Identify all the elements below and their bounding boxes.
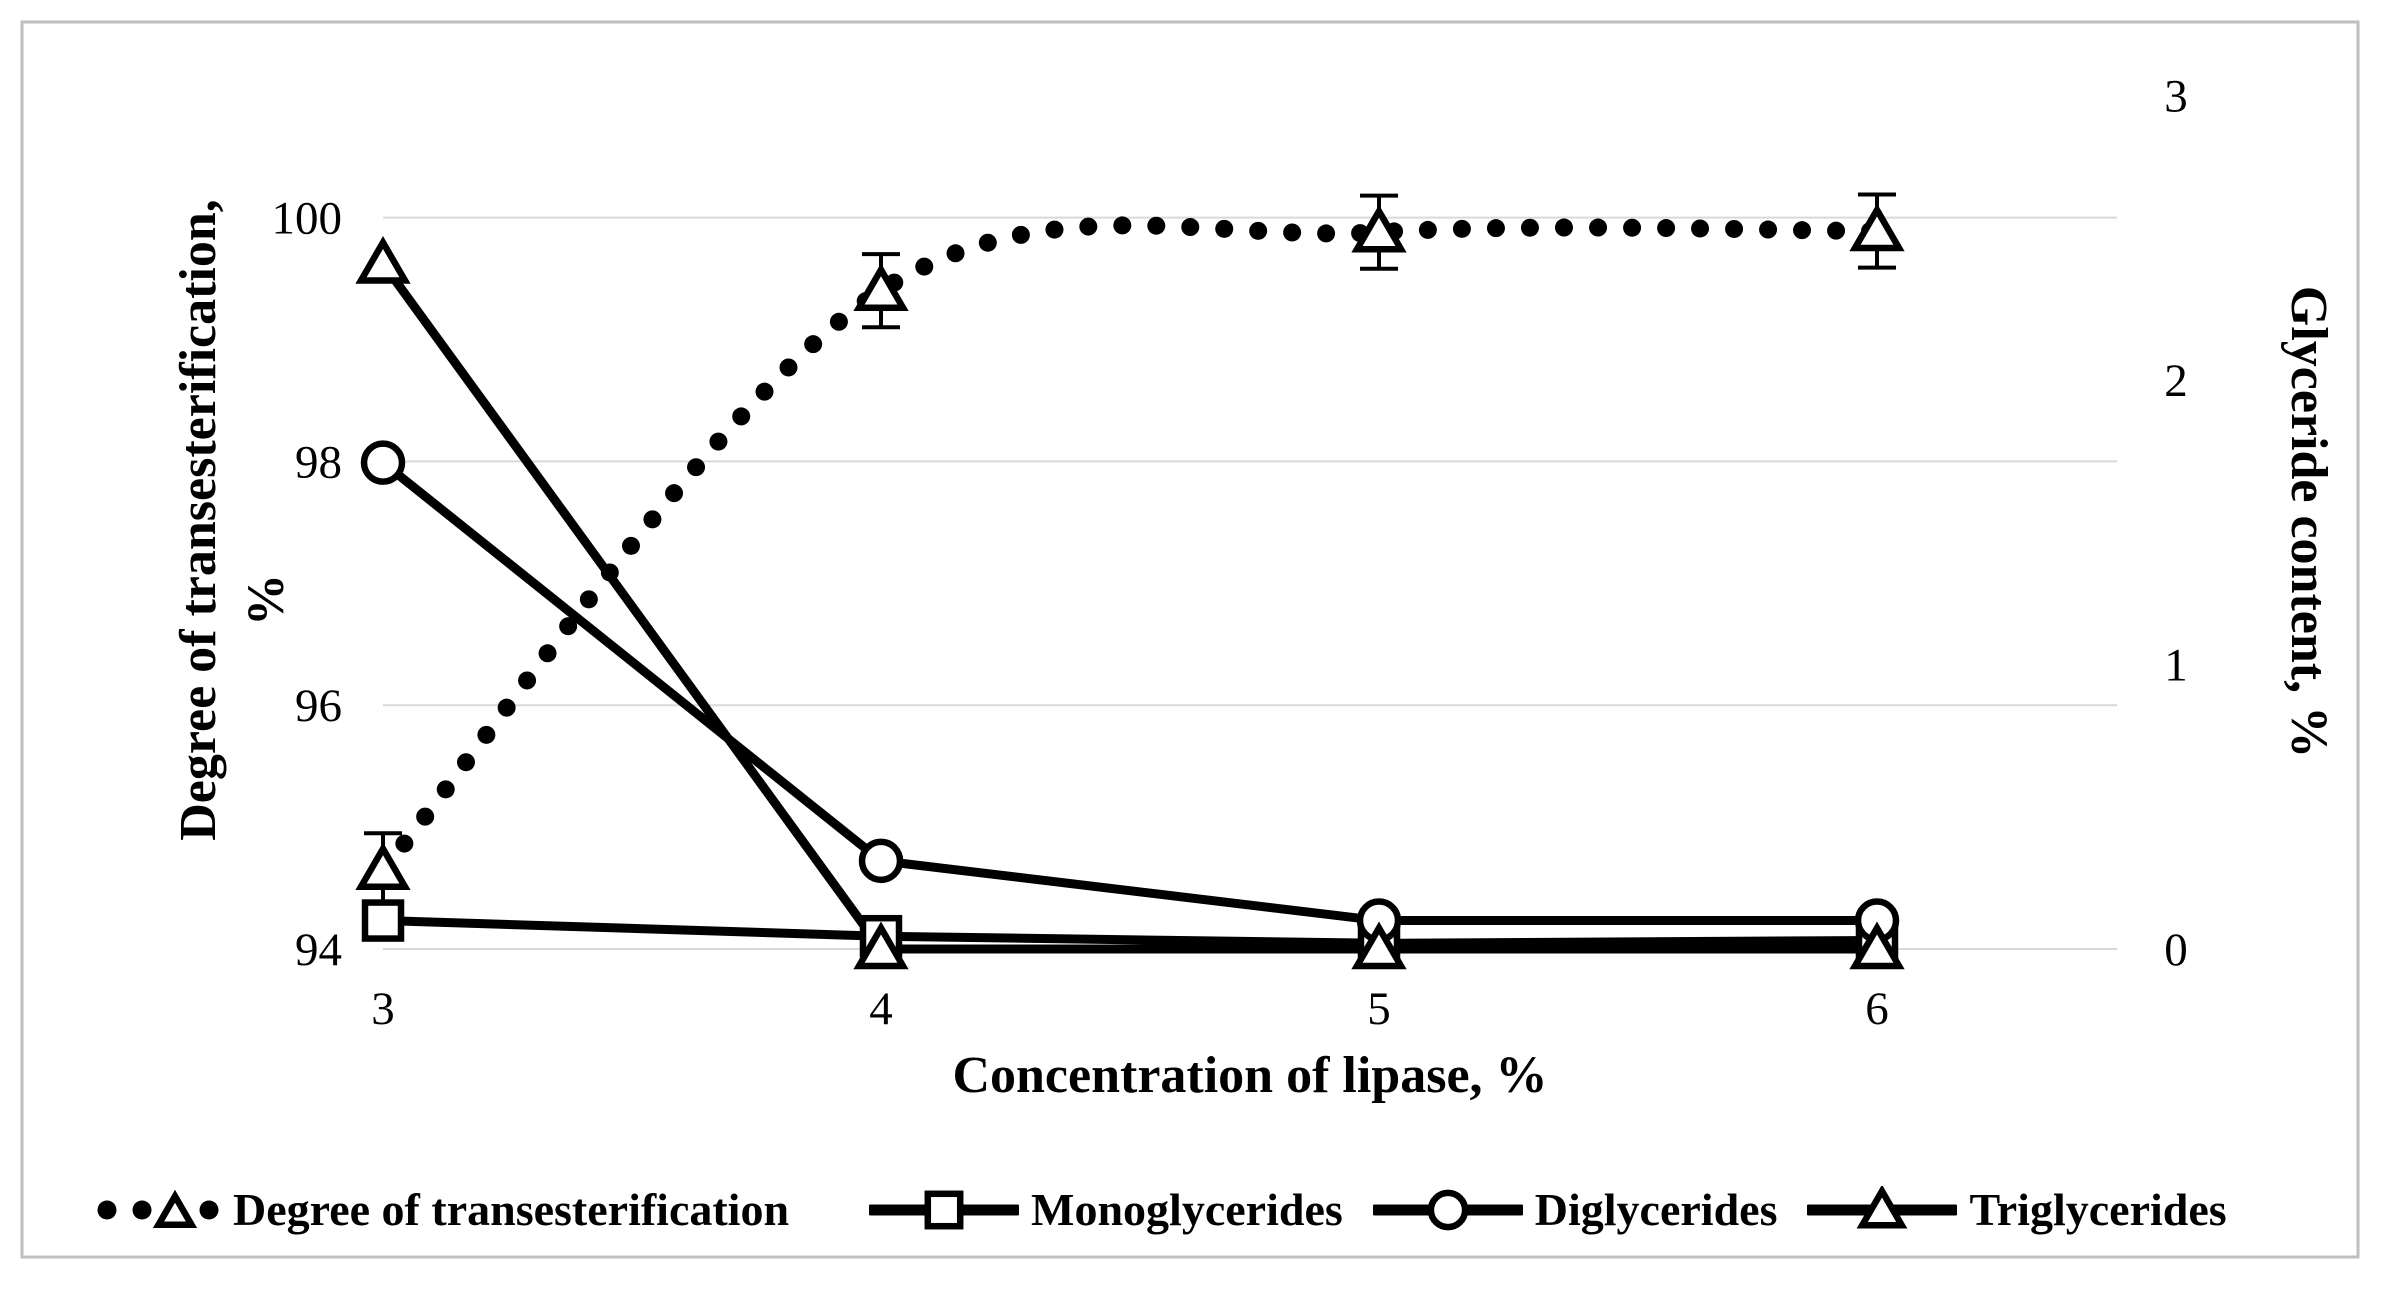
triangle-marker-icon [1351,921,1407,970]
square-marker-icon [865,1186,1023,1234]
legend-marker-glyph [97,1189,219,1228]
left-axis-tick-label: 94 [295,924,342,976]
right-axis-tick-label: 3 [2164,71,2188,123]
left-axis-tick-label: 100 [272,193,343,245]
triangle-marker-icon [1857,1184,1908,1229]
series-line [380,459,1877,926]
triangle-marker-icon [152,1189,198,1228]
triangle-marker-icon [1351,204,1407,253]
triangle-marker-icon [1803,1184,1961,1234]
legend-marker-glyph [865,1190,1023,1230]
right-axis-title: Glyceride content, % [2280,286,2337,758]
x-axis-title: Concentration of lipase, % [952,1047,1547,1104]
circle-marker-icon [858,838,904,884]
chart-legend: Degree of transesterification Monoglycer… [95,1182,2227,1238]
right-axis-tick-label: 1 [2164,640,2188,692]
x-axis-tick-label: 6 [1865,983,1889,1035]
dot-icon [199,1200,219,1220]
x-axis-tick-label: 4 [869,983,893,1035]
triangle-marker-icon [853,263,909,311]
series-line [379,260,1877,954]
dotted-triangle-marker-icon [95,1186,221,1234]
legend-item-degree: Degree of transesterification [95,1186,789,1234]
legend-marker-glyph [1803,1184,1961,1229]
square-marker-icon [924,1190,964,1230]
triangle-marker-icon [1849,921,1905,970]
series-line-dotted [374,216,1886,879]
dot-icon [97,1200,117,1220]
circle-marker-icon [1427,1189,1469,1231]
legend-item-monoglycerides: Monoglycerides [865,1184,1343,1235]
triangle-marker-icon [1849,203,1905,252]
right-axis-tick-label: 2 [2164,355,2188,407]
square-marker-icon [361,899,405,942]
legend-marker-glyph [1369,1189,1527,1231]
dot-icon [132,1200,152,1220]
left-axis-tick-label: 96 [295,680,342,732]
triangle-marker-icon [355,236,411,284]
figure-border [20,20,2360,1259]
left-axis-title-unit: % [238,574,295,626]
legend-label: Monoglycerides [1031,1184,1343,1235]
legend-item-triglycerides: Triglycerides [1803,1184,2227,1235]
circle-marker-icon [360,440,406,485]
x-axis-tick-label: 5 [1367,983,1391,1035]
circle-marker-icon [1369,1186,1527,1234]
legend-label: Triglycerides [1969,1184,2227,1235]
series-line [382,916,1878,948]
right-axis-tick-label: 0 [2164,924,2188,976]
x-axis-tick-label: 3 [371,983,395,1035]
legend-item-diglycerides: Diglycerides [1369,1184,1778,1235]
triangle-marker-icon [853,921,909,970]
left-axis-tick-label: 98 [295,436,342,488]
triangle-marker-icon [355,842,411,891]
legend-label: Degree of transesterification [233,1184,790,1235]
left-axis-title: Degree of transesterification, [170,199,227,841]
legend-label: Diglycerides [1534,1184,1778,1235]
